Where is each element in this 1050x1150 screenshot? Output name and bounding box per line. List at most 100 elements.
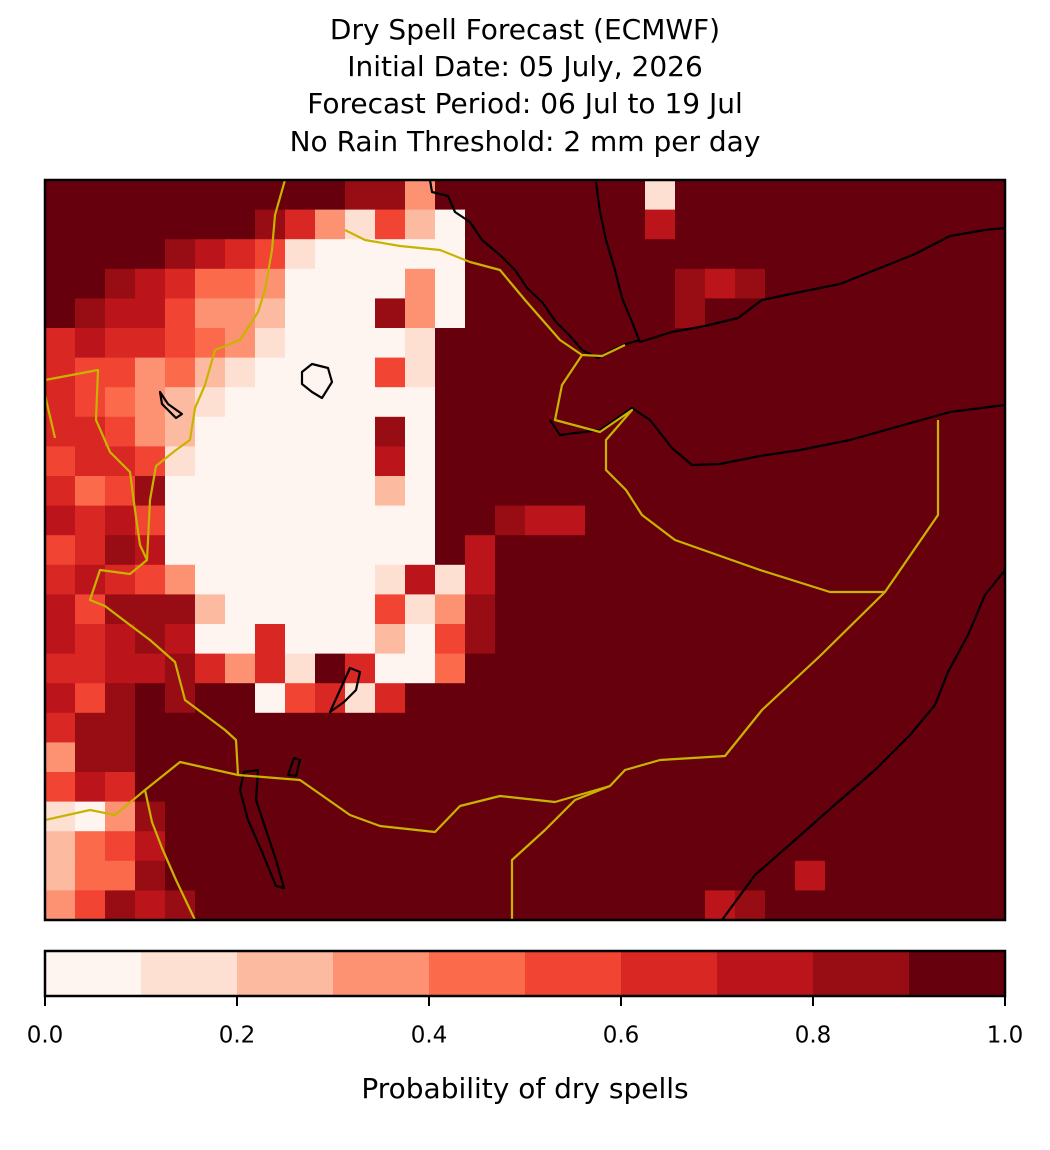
grid-cell [165,268,196,299]
grid-cell [945,860,976,891]
grid-cell [195,446,226,477]
grid-cell [435,357,466,388]
grid-cell [105,535,136,566]
grid-cell [315,446,346,477]
grid-cell [555,268,586,299]
grid-cell [195,416,226,447]
grid-cell [375,712,406,743]
grid-cell [225,180,256,211]
grid-cell [135,594,166,625]
grid-cell [675,831,706,862]
grid-cell [75,712,106,743]
grid-cell [675,446,706,477]
grid-cell [435,564,466,595]
grid-cell [495,712,526,743]
grid-cell [675,624,706,655]
grid-cell [105,180,136,211]
grid-cell [615,683,646,714]
grid-cell [615,653,646,684]
grid-cell [405,860,436,891]
grid-cell [825,683,856,714]
grid-cell [555,890,586,921]
grid-cell [45,890,76,921]
grid-cell [495,742,526,773]
grid-cell [405,594,436,625]
grid-cell [645,298,676,329]
grid-cell [195,831,226,862]
colorbar-swatch [621,951,718,996]
grid-cell [735,505,766,536]
grid-cell [465,564,496,595]
border [45,760,239,822]
grid-cell [675,476,706,507]
grid-cell [225,860,256,891]
grid-cell [75,535,106,566]
grid-cell [615,831,646,862]
grid-cell [285,476,316,507]
grid-cell [225,505,256,536]
grid-cell [795,772,826,803]
grid-cell [735,860,766,891]
grid-cell [105,357,136,388]
grid-cell [735,476,766,507]
grid-cell [75,239,106,270]
grid-cell [195,801,226,832]
grid-cell [825,653,856,684]
grid-cell [585,298,616,329]
grid-cell [915,624,946,655]
grid-cell [795,357,826,388]
grid-cell [435,505,466,536]
grid-cell [915,298,946,329]
grid-cell [915,505,946,536]
grid-cell [375,564,406,595]
grid-cell [525,446,556,477]
grid-cell [225,742,256,773]
grid-cell [105,239,136,270]
grid-cell [405,742,436,773]
grid-cell [975,446,1006,477]
grid-cell [915,209,946,240]
grid-cell [675,801,706,832]
grid-cell [855,357,886,388]
grid-cell [525,860,556,891]
grid-cell [645,387,676,418]
grid-cell [885,801,916,832]
colorbar-swatch [141,951,238,996]
grid-cell [195,890,226,921]
grid-cell [315,209,346,240]
grid-cell [645,742,676,773]
grid-cell [345,298,376,329]
grid-cell [825,860,856,891]
grid-cell [465,416,496,447]
grid-cell [585,446,616,477]
grid-cell [675,239,706,270]
grid-cell [825,712,856,743]
grid-cell [795,416,826,447]
grid-cell [525,505,556,536]
grid-cell [825,801,856,832]
grid-cell [105,801,136,832]
grid-cell [915,772,946,803]
grid-cell [45,535,76,566]
grid-cell [45,564,76,595]
colorbar-tick-label: 0.4 [411,1023,448,1049]
grid-cell [495,416,526,447]
grid-cell [975,564,1006,595]
grid-cell [75,298,106,329]
grid-cell [705,860,736,891]
grid-cell [975,653,1006,684]
grid-cell [405,831,436,862]
grid-cell [645,801,676,832]
grid-cell [915,860,946,891]
grid-cell [195,535,226,566]
grid-cell [45,416,76,447]
grid-cell [195,653,226,684]
grid-cell [255,742,286,773]
grid-cell [375,209,406,240]
grid-cell [855,653,886,684]
grid-cell [255,683,286,714]
grid-cell [345,180,376,211]
grid-cell [705,298,736,329]
grid-cell [675,860,706,891]
grid-cell [735,328,766,359]
